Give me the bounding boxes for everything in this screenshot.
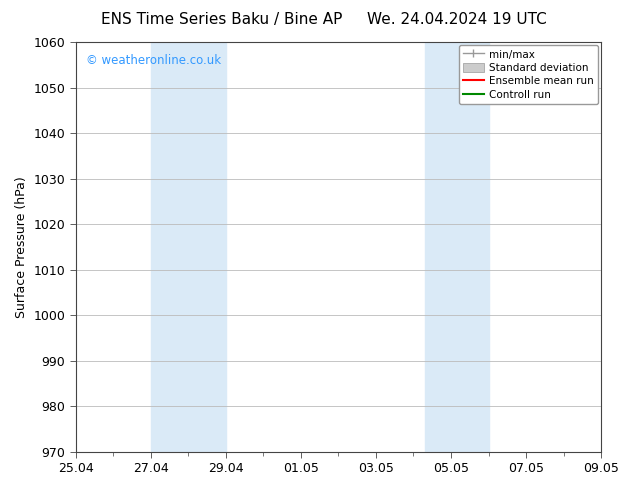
Bar	[425, 42, 489, 452]
Legend: min/max, Standard deviation, Ensemble mean run, Controll run: min/max, Standard deviation, Ensemble me…	[459, 45, 598, 104]
Bar	[151, 42, 226, 452]
Y-axis label: Surface Pressure (hPa): Surface Pressure (hPa)	[15, 176, 28, 318]
Text: We. 24.04.2024 19 UTC: We. 24.04.2024 19 UTC	[366, 12, 547, 27]
Text: © weatheronline.co.uk: © weatheronline.co.uk	[86, 54, 221, 67]
Text: ENS Time Series Baku / Bine AP: ENS Time Series Baku / Bine AP	[101, 12, 342, 27]
